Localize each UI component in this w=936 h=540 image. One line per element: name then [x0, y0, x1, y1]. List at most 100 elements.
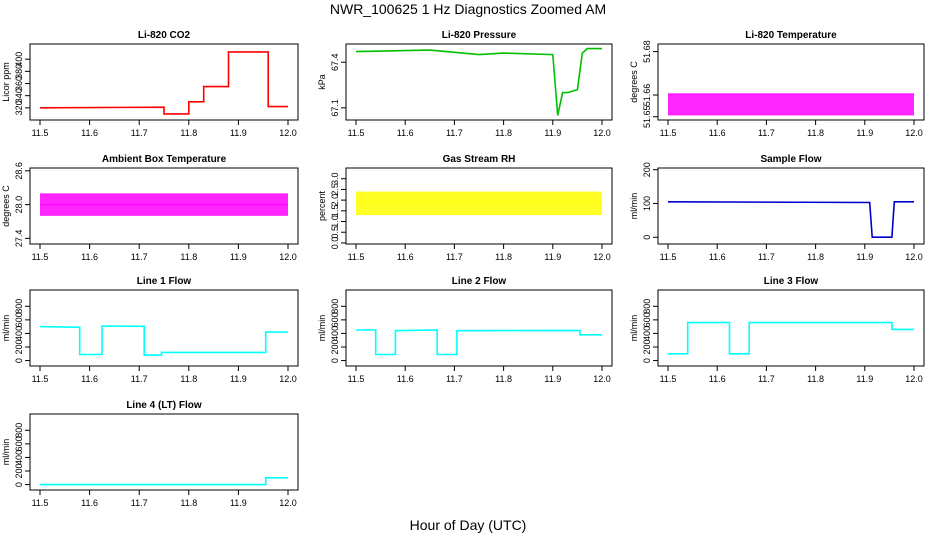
- plot-frame: [29, 289, 299, 367]
- y-tick-label: 3.0: [330, 172, 340, 185]
- y-tick-label: 2.5: [330, 183, 340, 196]
- y-axis-label: degrees C: [629, 61, 639, 103]
- x-tick-label: 11.5: [348, 128, 365, 138]
- x-tick-label: 11.8: [180, 498, 197, 508]
- chart-panel-3: Li-820 Temperature 11.5 11.6 11.7 11.8 11.9 12…: [629, 30, 925, 138]
- x-tick-label: 11.8: [495, 128, 512, 138]
- x-tick-label: 11.9: [230, 374, 247, 384]
- y-axis-label: ml/min: [629, 193, 639, 220]
- figure-title: NWR_100625 1 Hz Diagnostics Zoomed AM: [329, 1, 607, 17]
- chart-panel-8: Line 2 Flow 11.5 11.6 11.7 11.8 11.9 12.0 0 2004…: [317, 276, 613, 384]
- x-tick-label: 11.6: [397, 374, 414, 384]
- x-tick-label: 11.5: [32, 498, 49, 508]
- y-tick-label: 800: [642, 299, 652, 314]
- x-tick-label: 11.7: [446, 374, 463, 384]
- y-tick-label: 1.0: [330, 215, 340, 228]
- chart-panel-1: Li-820 CO2 11.5 11.6 11.7 11.8 11.9 12.0 320340…: [1, 30, 299, 138]
- y-tick-label: 800: [14, 299, 24, 314]
- y-tick-label: 67.4: [330, 53, 340, 71]
- y-tick-label: 27.4: [14, 230, 24, 248]
- x-tick-label: 12.0: [593, 252, 611, 262]
- y-tick-label: 28.6: [14, 162, 24, 180]
- y-tick-label: 28.0: [14, 196, 24, 214]
- y-tick-label: 340: [14, 88, 24, 103]
- y-tick-label: 0.5: [330, 226, 340, 239]
- x-tick-label: 11.9: [230, 498, 247, 508]
- x-tick-label: 12.0: [279, 252, 297, 262]
- y-tick-label: 51.68: [642, 40, 652, 63]
- y-tick-label: 380: [14, 64, 24, 79]
- y-tick-label: 400: [330, 326, 340, 341]
- panel-title: Line 3 Flow: [764, 276, 819, 287]
- x-tick-label: 11.9: [544, 374, 561, 384]
- y-tick-label: 100: [642, 196, 652, 211]
- y-tick-label: 320: [14, 100, 24, 115]
- panel-title: Ambient Box Temperature: [102, 154, 227, 165]
- x-tick-label: 11.8: [807, 252, 824, 262]
- x-tick-label: 11.7: [446, 128, 463, 138]
- x-tick-label: 11.7: [758, 252, 775, 262]
- x-tick-label: 12.0: [905, 252, 923, 262]
- x-tick-label: 11.9: [856, 252, 873, 262]
- panel-title: Li-820 Temperature: [745, 30, 837, 41]
- y-tick-label: 400: [14, 450, 24, 465]
- series-line: [39, 325, 288, 356]
- y-tick-label: 600: [642, 312, 652, 327]
- y-axis-label: ml/min: [629, 315, 639, 342]
- x-tick-label: 12.0: [905, 374, 923, 384]
- plot-frame: [345, 167, 613, 245]
- y-tick-label: 600: [330, 312, 340, 327]
- series-line: [355, 47, 602, 116]
- y-tick-label: 360: [14, 76, 24, 91]
- plot-frame: [29, 43, 299, 121]
- chart-panel-5: Gas Stream RH 11.5 11.6 11.7 11.8 11.9 12.0 0.0…: [317, 154, 613, 262]
- x-tick-label: 11.7: [446, 252, 463, 262]
- panel-title: Sample Flow: [760, 154, 821, 165]
- panel-title: Line 2 Flow: [452, 276, 507, 287]
- x-tick-label: 11.9: [856, 128, 873, 138]
- x-tick-label: 11.6: [397, 128, 414, 138]
- y-axis-label: kPa: [317, 74, 327, 90]
- chart-panel-2: Li-820 Pressure 11.5 11.6 11.7 11.8 11.9 12.0 6…: [317, 30, 613, 138]
- y-tick-label: 2.0: [330, 194, 340, 207]
- y-axis-label: ml/min: [1, 439, 11, 466]
- x-tick-label: 11.6: [709, 252, 726, 262]
- x-tick-label: 11.8: [807, 374, 824, 384]
- x-tick-label: 11.8: [495, 252, 512, 262]
- x-tick-label: 11.9: [230, 252, 247, 262]
- x-tick-label: 11.5: [32, 374, 49, 384]
- y-tick-label: 200: [330, 339, 340, 354]
- chart-panel-9: Line 3 Flow 11.5 11.6 11.7 11.8 11.9 12.0 0 2004…: [629, 276, 925, 384]
- figure-x-axis-label: Hour of Day (UTC): [409, 517, 527, 533]
- x-tick-label: 11.5: [660, 128, 677, 138]
- x-tick-label: 12.0: [279, 128, 297, 138]
- y-tick-label: 0: [14, 482, 24, 487]
- x-tick-label: 11.5: [660, 252, 677, 262]
- x-tick-label: 11.8: [180, 252, 197, 262]
- series-band: [356, 191, 602, 216]
- plot-frame: [29, 413, 299, 491]
- x-tick-label: 11.8: [180, 374, 197, 384]
- x-tick-label: 11.7: [131, 498, 148, 508]
- x-tick-label: 11.7: [758, 128, 775, 138]
- y-axis-label: Licor ppm: [1, 62, 11, 102]
- series-line: [39, 51, 288, 115]
- x-tick-label: 12.0: [279, 498, 297, 508]
- x-tick-label: 11.6: [397, 252, 414, 262]
- y-axis-label: ml/min: [1, 315, 11, 342]
- x-tick-label: 11.6: [709, 374, 726, 384]
- series-line: [40, 476, 288, 486]
- x-tick-label: 11.6: [81, 128, 98, 138]
- panel-title: Li-820 CO2: [138, 30, 191, 41]
- panel-title: Li-820 Pressure: [442, 30, 517, 41]
- y-tick-label: 67.1: [330, 99, 340, 117]
- y-tick-label: 200: [14, 339, 24, 354]
- x-tick-label: 11.5: [32, 252, 49, 262]
- y-tick-label: 400: [14, 52, 24, 67]
- plot-frame: [29, 167, 299, 245]
- plot-frame: [657, 43, 925, 121]
- plot-frame: [345, 289, 613, 367]
- y-tick-label: 0.0: [330, 237, 340, 250]
- x-tick-label: 12.0: [593, 374, 611, 384]
